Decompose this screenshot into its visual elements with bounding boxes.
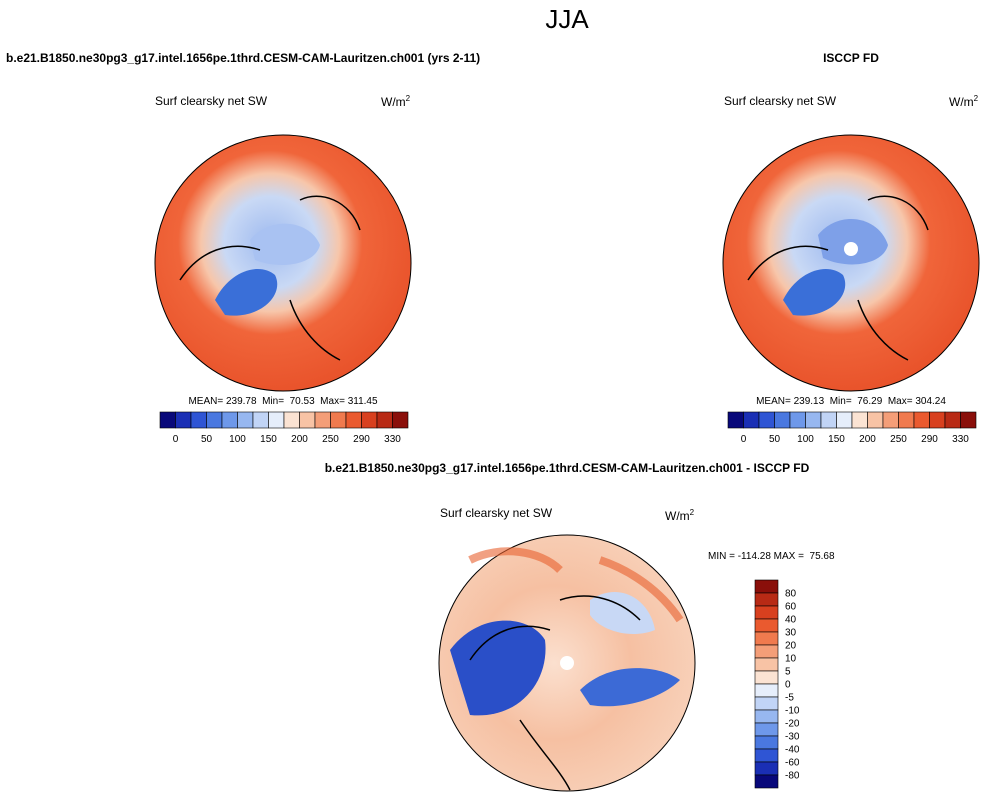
colorbar-box [754,709,779,724]
colorbar-label: 50 [769,434,781,445]
colorbar-box [754,631,779,646]
colorbar-box [820,411,837,429]
polar-map [154,134,412,392]
colorbar-label: 0 [173,434,179,445]
colorbar-label: 60 [785,602,797,613]
colorbar-box [330,411,347,429]
variable-label: Surf clearsky net SW [155,94,268,108]
colorbar-box [754,592,779,607]
colorbar-box [754,618,779,633]
colorbar-box [190,411,207,429]
colorbar-box [960,411,977,429]
colorbar-box [237,411,254,429]
colorbar-label: 10 [785,654,797,665]
colorbar-box [392,411,409,429]
colorbar-box [758,411,775,429]
units-label: W/m2 [381,94,411,109]
page-title: JJA [545,4,589,34]
colorbar-box [805,411,822,429]
colorbars: 0 50 100 150 200 250 290 330 0 50 100 150 200 250 290 3… [159,411,977,789]
colorbar-box [754,683,779,698]
colorbar-box [376,411,393,429]
colorbar-box [314,411,331,429]
colorbar-label: 80 [785,589,797,600]
polar-map [438,534,696,792]
stats-label: MEAN= 239.78 Min= 70.53 Max= 311.45 [188,396,378,407]
colorbar-box [206,411,223,429]
colorbar-label: 50 [201,434,213,445]
colorbar-box [754,605,779,620]
colorbar-box [754,657,779,672]
colorbar-label: 30 [785,628,797,639]
colorbar-label: 150 [828,434,845,445]
colorbar-label: -20 [785,719,800,730]
colorbar-label: 330 [384,434,401,445]
colorbar-label: 5 [785,667,791,678]
colorbar-label: 20 [785,641,797,652]
colorbar-box [774,411,791,429]
colorbar-label: 290 [921,434,938,445]
colorbar-box [754,579,779,594]
colorbar-box [754,644,779,659]
colorbar-box [913,411,930,429]
colorbar-label: 200 [859,434,876,445]
colorbar-box [898,411,915,429]
colorbar-box [268,411,285,429]
units-label: W/m2 [949,94,979,109]
colorbar-label: 100 [797,434,814,445]
colorbar-box [754,670,779,685]
stats-label: MEAN= 239.13 Min= 76.29 Max= 304.24 [756,396,946,407]
colorbar-label: 290 [353,434,370,445]
colorbar-label: -40 [785,745,800,756]
colorbar-box [944,411,961,429]
colorbar-box [789,411,806,429]
units-label: W/m2 [665,508,695,523]
colorbar-box [159,411,176,429]
colorbar-box [867,411,884,429]
colorbar-label: -5 [785,693,794,704]
colorbar-label: 330 [952,434,969,445]
colorbar-box [283,411,300,429]
colorbar-box [882,411,899,429]
colorbar-label: -10 [785,706,800,717]
colorbar-box [754,761,779,776]
colorbar-box [252,411,269,429]
colorbar-box [727,411,744,429]
colorbar-label: -60 [785,758,800,769]
colorbar-label: 200 [291,434,308,445]
colorbar-box [851,411,868,429]
colorbar-box [221,411,238,429]
panel-header: ISCCP FD [823,51,879,65]
colorbar-box [175,411,192,429]
colorbar-label: 0 [741,434,747,445]
colorbar-label: 250 [322,434,339,445]
colorbar-box [836,411,853,429]
variable-label: Surf clearsky net SW [440,506,553,520]
colorbar-label: -80 [785,771,800,782]
colorbar-box [754,722,779,737]
colorbar-box [345,411,362,429]
colorbar-label: 0 [785,680,791,691]
polar-map [722,134,980,392]
colorbar-box [743,411,760,429]
panel-header: b.e21.B1850.ne30pg3_g17.intel.1656pe.1th… [6,51,480,65]
panel-header: b.e21.B1850.ne30pg3_g17.intel.1656pe.1th… [325,461,810,475]
stats-label: MIN = -114.28 MAX = 75.68 [708,551,835,562]
variable-label: Surf clearsky net SW [724,94,837,108]
colorbar-box [754,774,779,789]
colorbar-box [754,735,779,750]
colorbar-label: 150 [260,434,277,445]
colorbar-box [754,696,779,711]
colorbar-label: 40 [785,615,797,626]
colorbar-box [754,748,779,763]
colorbar-label: 250 [890,434,907,445]
colorbar-box [299,411,316,429]
colorbar-box [929,411,946,429]
colorbar-label: -30 [785,732,800,743]
colorbar-label: 100 [229,434,246,445]
colorbar-box [361,411,378,429]
